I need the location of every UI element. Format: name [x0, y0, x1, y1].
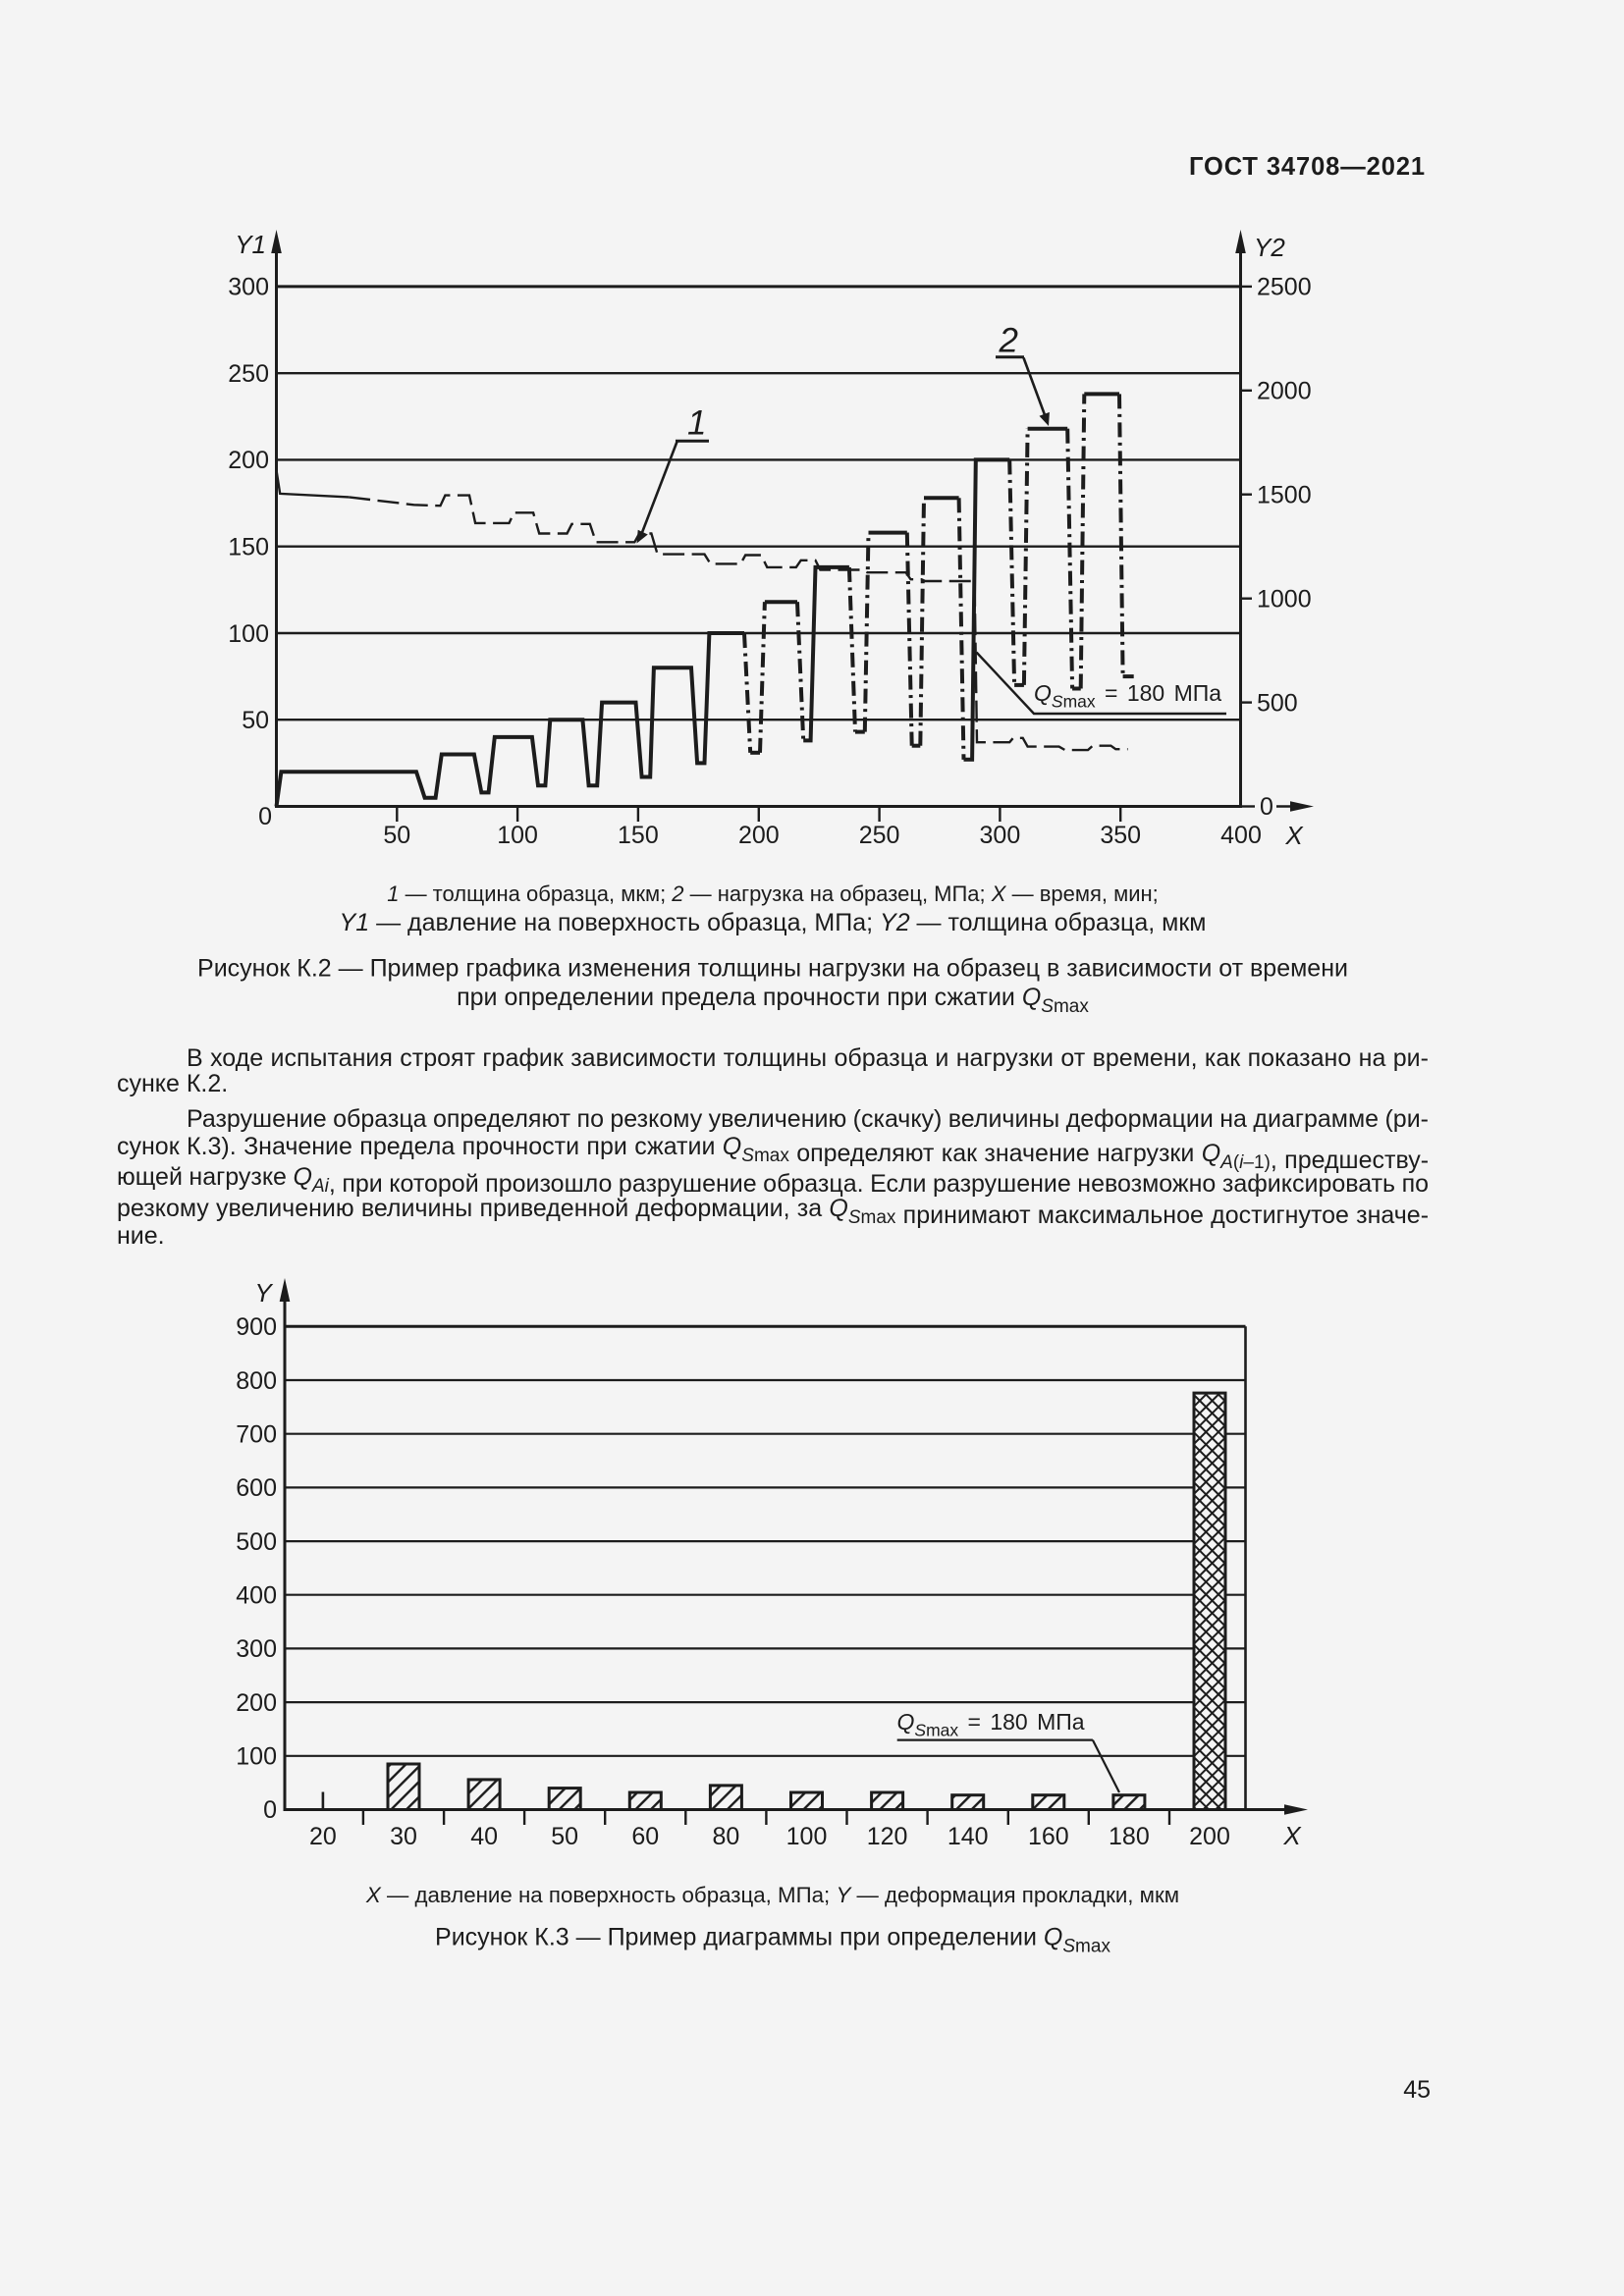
svg-text:600: 600	[236, 1474, 277, 1502]
svg-text:1 — толщина образца, мкм; 2 —: 1 — толщина образца, мкм; 2 — нагрузка н…	[387, 881, 1159, 906]
svg-text:0: 0	[258, 803, 272, 830]
svg-text:0: 0	[263, 1796, 277, 1824]
svg-text:100: 100	[497, 822, 538, 849]
svg-text:250: 250	[859, 822, 900, 849]
svg-text:Разрушение образца определяют: Разрушение образца определяют по резкому…	[187, 1105, 1429, 1133]
svg-text:180: 180	[1109, 1823, 1150, 1850]
svg-text:100: 100	[786, 1823, 828, 1850]
svg-text:X — давление на поверхность об: X — давление на поверхность образца, МПа…	[365, 1883, 1179, 1907]
svg-text:900: 900	[236, 1313, 277, 1341]
svg-text:300: 300	[236, 1635, 277, 1663]
svg-text:400: 400	[236, 1582, 277, 1610]
svg-text:Y2: Y2	[1254, 233, 1285, 262]
svg-text:400: 400	[1220, 822, 1262, 849]
svg-text:45: 45	[1403, 2076, 1431, 2104]
svg-text:700: 700	[236, 1421, 277, 1449]
svg-text:QSmax = 180 МПа: QSmax = 180 МПа	[897, 1709, 1085, 1740]
svg-text:140: 140	[947, 1823, 989, 1850]
svg-text:X: X	[1282, 1821, 1302, 1850]
svg-text:Рисунок К.2 — Пример графика и: Рисунок К.2 — Пример графика изменения т…	[197, 955, 1348, 983]
svg-text:ГОСТ 34708—2021: ГОСТ 34708—2021	[1189, 153, 1426, 181]
svg-text:В ходе испытания строят график: В ходе испытания строят график зависимос…	[187, 1044, 1429, 1072]
svg-text:1000: 1000	[1257, 586, 1312, 614]
svg-text:50: 50	[383, 822, 410, 849]
svg-text:30: 30	[390, 1823, 417, 1850]
svg-text:200: 200	[236, 1689, 277, 1717]
svg-text:350: 350	[1100, 822, 1141, 849]
svg-text:Y1: Y1	[235, 230, 266, 259]
svg-text:120: 120	[867, 1823, 908, 1850]
svg-text:200: 200	[1189, 1823, 1230, 1850]
svg-text:150: 150	[618, 822, 659, 849]
svg-text:QSmax = 180 МПа: QSmax = 180 МПа	[1034, 680, 1221, 712]
svg-text:2: 2	[999, 322, 1018, 360]
svg-text:X: X	[1284, 821, 1304, 850]
svg-text:200: 200	[228, 447, 269, 474]
svg-text:150: 150	[228, 534, 269, 561]
svg-text:50: 50	[242, 707, 269, 734]
svg-text:50: 50	[551, 1823, 578, 1850]
svg-text:Y: Y	[254, 1278, 273, 1308]
svg-text:100: 100	[236, 1743, 277, 1771]
svg-text:300: 300	[228, 274, 269, 301]
svg-text:ние.: ние.	[117, 1222, 165, 1250]
svg-text:800: 800	[236, 1367, 277, 1395]
svg-text:80: 80	[712, 1823, 739, 1850]
svg-text:250: 250	[228, 360, 269, 388]
svg-text:500: 500	[236, 1528, 277, 1556]
svg-text:20: 20	[309, 1823, 337, 1850]
svg-text:1: 1	[687, 404, 706, 443]
svg-text:500: 500	[1257, 689, 1298, 717]
svg-text:200: 200	[738, 822, 780, 849]
svg-text:1500: 1500	[1257, 482, 1312, 509]
svg-text:2500: 2500	[1257, 274, 1312, 301]
svg-text:2000: 2000	[1257, 378, 1312, 405]
svg-text:300: 300	[980, 822, 1021, 849]
svg-text:160: 160	[1028, 1823, 1069, 1850]
svg-text:100: 100	[228, 620, 269, 648]
svg-text:0: 0	[1260, 793, 1273, 821]
svg-text:сунке К.2.: сунке К.2.	[117, 1070, 228, 1097]
svg-text:40: 40	[470, 1823, 498, 1850]
svg-text:Y1 — давление на поверхность о: Y1 — давление на поверхность образца, МП…	[340, 909, 1207, 936]
svg-text:60: 60	[631, 1823, 659, 1850]
